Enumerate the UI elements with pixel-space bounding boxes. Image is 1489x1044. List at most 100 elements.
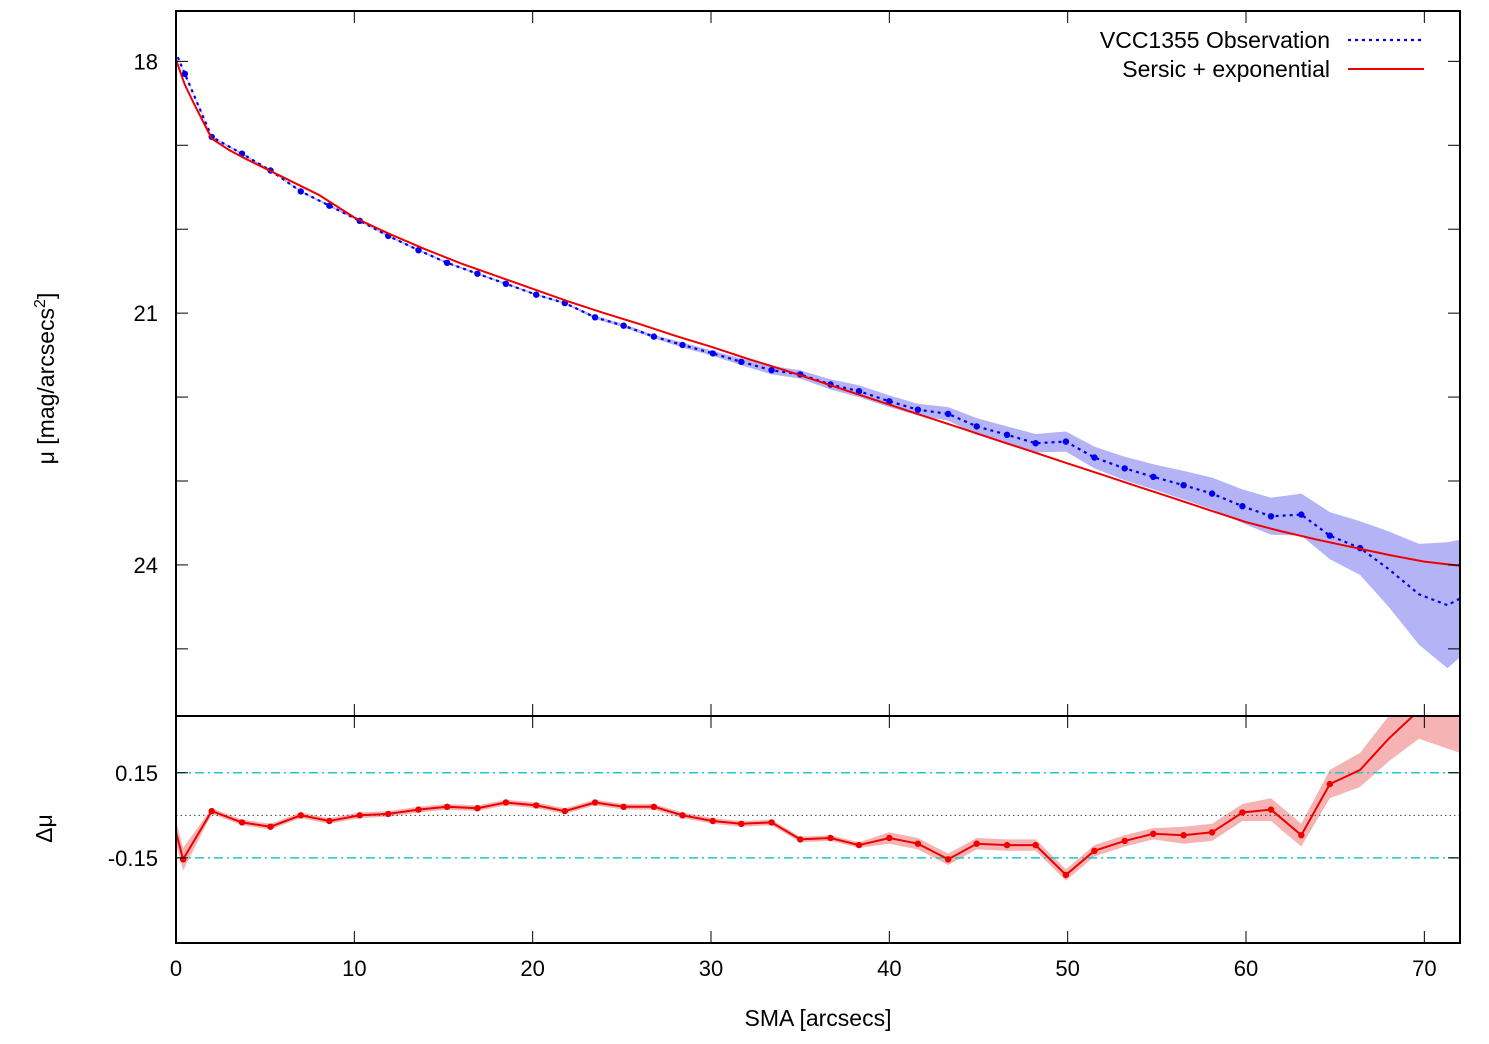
top-y-axis-label: μ [mag/arcsecs2] xyxy=(32,293,59,465)
observation-point-5 xyxy=(297,188,304,195)
residual-point-40 xyxy=(1326,780,1334,788)
x-axis-label: SMA [arcsecs] xyxy=(745,1005,892,1031)
observation-error-band xyxy=(177,56,1460,669)
residual-point-28 xyxy=(973,840,980,847)
residual-point-21 xyxy=(768,819,775,826)
plot-frames xyxy=(175,10,1461,944)
observation-point-10 xyxy=(443,259,451,266)
observation-point-35 xyxy=(1180,482,1187,489)
observation-point-19 xyxy=(709,350,716,357)
bottom-panel-series xyxy=(176,716,1415,879)
residual-point-23 xyxy=(827,834,834,842)
observation-point-31 xyxy=(1062,438,1070,445)
top-ytick-label-6: 24 xyxy=(134,553,158,578)
xtick-label-5: 50 xyxy=(1055,956,1079,981)
residual-point-34 xyxy=(1150,830,1157,837)
residual-line xyxy=(176,716,1415,877)
xtick-label-7: 70 xyxy=(1412,956,1436,981)
residual-point-10 xyxy=(443,803,451,810)
residual-point-11 xyxy=(474,805,481,812)
residual-point-16 xyxy=(620,803,627,810)
residual-point-33 xyxy=(1121,837,1128,845)
observation-point-1 xyxy=(181,70,189,78)
observation-point-39 xyxy=(1298,511,1305,518)
residual-point-17 xyxy=(650,803,658,810)
top-panel-series xyxy=(176,56,1460,607)
residual-point-7 xyxy=(356,812,363,819)
observation-point-12 xyxy=(502,280,510,287)
xtick-label-6: 60 xyxy=(1234,956,1258,981)
bottom-panel-bands xyxy=(176,716,1460,881)
residual-point-26 xyxy=(914,840,922,847)
observation-point-17 xyxy=(650,333,658,340)
observation-point-20 xyxy=(738,358,745,365)
residual-point-1 xyxy=(179,856,187,863)
legend-label-observation: VCC1355 Observation xyxy=(1100,27,1330,53)
observation-point-38 xyxy=(1267,513,1275,520)
residual-point-22 xyxy=(797,836,804,843)
top-y-axis-label-main: μ [mag/arcsecs xyxy=(33,308,59,464)
residual-point-2 xyxy=(208,807,215,815)
observation-point-6 xyxy=(326,202,333,209)
observation-point-21 xyxy=(768,367,775,374)
observation-point-32 xyxy=(1091,454,1098,461)
residual-point-39 xyxy=(1298,832,1305,839)
residual-point-13 xyxy=(533,802,540,809)
residual-point-35 xyxy=(1180,832,1187,839)
top-ytick-label-3: 21 xyxy=(134,301,158,326)
residual-point-8 xyxy=(385,810,392,818)
observation-point-37 xyxy=(1239,503,1246,510)
residual-point-6 xyxy=(326,817,333,825)
residual-point-18 xyxy=(679,812,686,819)
axis-ticks xyxy=(175,11,1460,943)
legend: VCC1355 Observation Sersic + exponential xyxy=(1100,27,1424,82)
residual-point-14 xyxy=(561,807,568,815)
xtick-label-1: 10 xyxy=(342,956,366,981)
observation-point-26 xyxy=(914,406,922,413)
observation-point-11 xyxy=(474,270,481,277)
observation-point-15 xyxy=(591,314,599,321)
observation-point-33 xyxy=(1121,465,1128,472)
observation-point-34 xyxy=(1150,473,1157,480)
residual-point-31 xyxy=(1062,871,1070,879)
xtick-label-2: 20 xyxy=(520,956,544,981)
residual-point-20 xyxy=(738,820,745,827)
top-y-axis-label-close: ] xyxy=(33,293,59,299)
observation-point-30 xyxy=(1032,440,1039,447)
residual-point-12 xyxy=(502,799,510,806)
legend-label-model: Sersic + exponential xyxy=(1122,56,1330,82)
bot-ytick-label-0: 0.15 xyxy=(115,761,158,786)
residual-point-5 xyxy=(297,812,304,819)
bottom-panel-frame xyxy=(175,715,1461,944)
xtick-label-0: 0 xyxy=(170,956,182,981)
observation-line xyxy=(176,56,1460,607)
residual-point-38 xyxy=(1267,806,1275,813)
residual-point-24 xyxy=(855,841,863,849)
tick-labels: 18 21 24 0.15 -0.15 0 10 20 30 40 50 60 70 xyxy=(108,49,1437,981)
bottom-y-axis-label: Δμ xyxy=(31,814,57,843)
observation-point-13 xyxy=(533,291,540,298)
residual-point-27 xyxy=(945,856,952,863)
observation-point-25 xyxy=(886,398,893,405)
xtick-label-4: 40 xyxy=(877,956,901,981)
observation-point-29 xyxy=(1003,431,1011,438)
residual-error-band xyxy=(176,716,1460,881)
top-panel-frame xyxy=(175,10,1461,717)
residual-point-32 xyxy=(1091,847,1098,854)
residual-point-30 xyxy=(1032,841,1039,849)
observation-point-16 xyxy=(620,322,627,329)
residual-point-15 xyxy=(591,799,599,806)
residual-point-3 xyxy=(238,819,246,826)
observation-point-18 xyxy=(679,341,686,349)
residual-point-19 xyxy=(709,817,716,825)
residual-point-9 xyxy=(415,806,422,813)
observation-point-9 xyxy=(415,247,422,254)
residual-point-36 xyxy=(1208,829,1216,836)
model-line xyxy=(176,59,1460,567)
residual-point-25 xyxy=(886,834,893,842)
residual-point-29 xyxy=(1003,841,1011,849)
observation-point-40 xyxy=(1326,532,1334,539)
residual-point-37 xyxy=(1239,809,1246,816)
observation-point-27 xyxy=(945,410,952,418)
